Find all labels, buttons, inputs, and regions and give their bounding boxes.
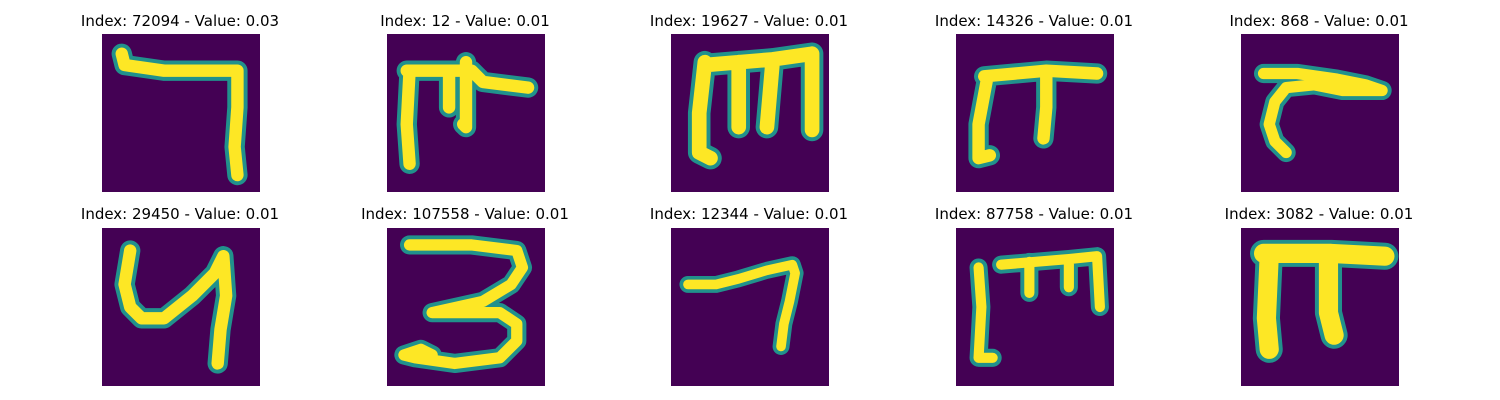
glyph-four-y (102, 228, 260, 386)
panel-title-10: Index: 3082 - Value: 0.01 (1224, 205, 1414, 223)
digit-image-9 (956, 228, 1114, 386)
panel-title-6: Index: 29450 - Value: 0.01 (80, 205, 280, 223)
digit-image-10 (1241, 228, 1399, 386)
digit-image-5 (1241, 34, 1399, 192)
panel-title-4: Index: 14326 - Value: 0.01 (934, 12, 1134, 30)
digit-image-6 (102, 228, 260, 386)
digit-image-1 (102, 34, 260, 192)
digit-image-4 (956, 34, 1114, 192)
panel-title-1: Index: 72094 - Value: 0.03 (80, 12, 280, 30)
glyph-m-flat (956, 228, 1114, 386)
panel-title-8: Index: 12344 - Value: 0.01 (649, 205, 849, 223)
digit-image-7 (387, 228, 545, 386)
panel-title-7: Index: 107558 - Value: 0.01 (361, 205, 569, 223)
digit-image-3 (671, 34, 829, 192)
glyph-seven-thin (671, 228, 829, 386)
glyph-seven-hook (102, 34, 260, 192)
panel-title-2: Index: 12 - Value: 0.01 (380, 12, 550, 30)
glyph-three (387, 228, 545, 386)
glyph-m-shape (671, 34, 829, 192)
glyph-pi-bold (1241, 228, 1399, 386)
panel-title-3: Index: 19627 - Value: 0.01 (649, 12, 849, 30)
glyph-hook-flag (1241, 34, 1399, 192)
glyph-pi (956, 34, 1114, 192)
panel-title-9: Index: 87758 - Value: 0.01 (934, 205, 1134, 223)
digit-image-8 (671, 228, 829, 386)
panel-title-5: Index: 868 - Value: 0.01 (1229, 12, 1409, 30)
digit-image-2 (387, 34, 545, 192)
glyph-pi-branch (387, 34, 545, 192)
